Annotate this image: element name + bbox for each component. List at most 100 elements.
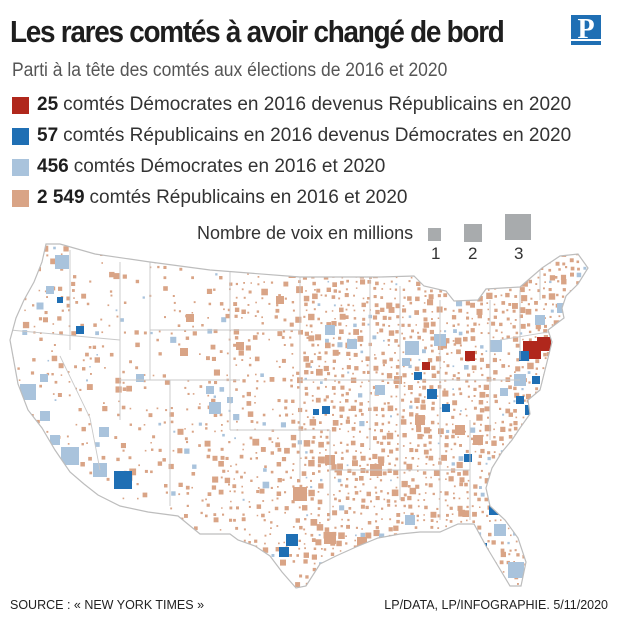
county-marker: [336, 540, 342, 547]
county-marker: [254, 254, 259, 258]
county-marker: [478, 385, 481, 388]
county-marker: [297, 267, 304, 275]
county-marker: [262, 500, 265, 502]
county-marker: [198, 255, 202, 259]
metro-marker: [473, 435, 483, 445]
county-marker: [410, 512, 414, 516]
county-marker: [326, 322, 332, 327]
county-marker: [362, 483, 365, 486]
county-marker: [312, 416, 315, 419]
county-marker: [472, 252, 478, 258]
county-marker: [355, 534, 357, 537]
county-marker: [330, 552, 335, 556]
county-marker: [540, 475, 545, 480]
county-marker: [586, 288, 588, 292]
county-marker: [179, 267, 183, 271]
county-marker: [571, 395, 574, 397]
county-marker: [164, 484, 168, 488]
county-marker: [213, 369, 220, 376]
county-marker: [500, 331, 503, 334]
county-marker: [478, 400, 484, 405]
county-marker: [386, 432, 394, 440]
county-marker: [291, 413, 294, 415]
county-marker: [51, 350, 53, 352]
county-marker: [284, 491, 287, 494]
county-marker: [571, 451, 574, 454]
county-marker: [341, 255, 344, 258]
county-marker: [569, 356, 573, 361]
county-marker: [429, 570, 431, 573]
county-marker: [381, 407, 385, 412]
county-marker: [466, 324, 469, 327]
county-marker: [230, 465, 232, 467]
county-marker: [349, 358, 351, 360]
county-marker: [403, 461, 407, 465]
county-marker: [451, 273, 455, 277]
county-marker: [386, 492, 390, 495]
county-marker: [96, 354, 98, 356]
county-marker: [327, 280, 330, 283]
county-marker: [407, 567, 413, 573]
county-marker: [381, 351, 385, 356]
county-marker: [410, 400, 413, 403]
county-marker: [177, 448, 183, 454]
county-marker: [494, 399, 498, 404]
metro-marker: [405, 515, 415, 525]
size-key-square-2: [464, 224, 482, 242]
county-marker: [502, 443, 504, 446]
county-marker: [424, 290, 427, 293]
county-marker: [515, 540, 518, 543]
county-marker: [493, 576, 497, 580]
county-marker: [551, 483, 554, 485]
county-marker: [10, 261, 13, 265]
county-marker: [565, 479, 568, 482]
county-marker: [252, 335, 258, 340]
county-marker: [476, 308, 483, 315]
county-marker: [554, 540, 558, 543]
county-marker: [381, 372, 384, 376]
county-marker: [395, 330, 399, 334]
county-marker: [381, 379, 385, 382]
county-marker: [508, 412, 513, 417]
county-marker: [569, 258, 574, 263]
county-marker: [436, 273, 439, 276]
county-marker: [345, 535, 347, 537]
county-marker: [593, 444, 595, 446]
county-marker: [218, 461, 224, 467]
county-marker: [536, 429, 538, 432]
county-marker: [466, 247, 471, 252]
county-marker: [409, 412, 414, 417]
county-marker: [92, 572, 98, 578]
county-marker: [576, 559, 582, 564]
county-marker: [577, 372, 581, 376]
metro-marker: [577, 287, 583, 293]
county-marker: [199, 403, 201, 405]
county-marker: [586, 541, 588, 544]
county-marker: [387, 441, 391, 445]
county-marker: [199, 582, 201, 585]
county-marker: [247, 311, 250, 314]
county-marker: [487, 456, 491, 461]
county-marker: [219, 529, 222, 531]
county-marker: [473, 492, 478, 496]
county-marker: [10, 413, 12, 416]
county-marker: [137, 497, 139, 500]
county-marker: [478, 454, 482, 458]
county-marker: [493, 262, 495, 265]
county-marker: [143, 374, 146, 376]
county-marker: [250, 282, 252, 284]
county-marker: [514, 392, 520, 398]
county-marker: [361, 322, 366, 326]
county-marker: [592, 526, 595, 529]
county-marker: [187, 379, 190, 382]
county-marker: [542, 294, 546, 299]
county-marker: [338, 290, 341, 293]
metro-marker: [427, 389, 437, 399]
county-marker: [191, 472, 196, 476]
county-marker: [416, 569, 421, 573]
county-marker: [528, 381, 531, 384]
county-marker: [334, 469, 338, 473]
county-marker: [480, 302, 483, 306]
county-marker: [521, 471, 526, 476]
county-marker: [570, 406, 573, 409]
